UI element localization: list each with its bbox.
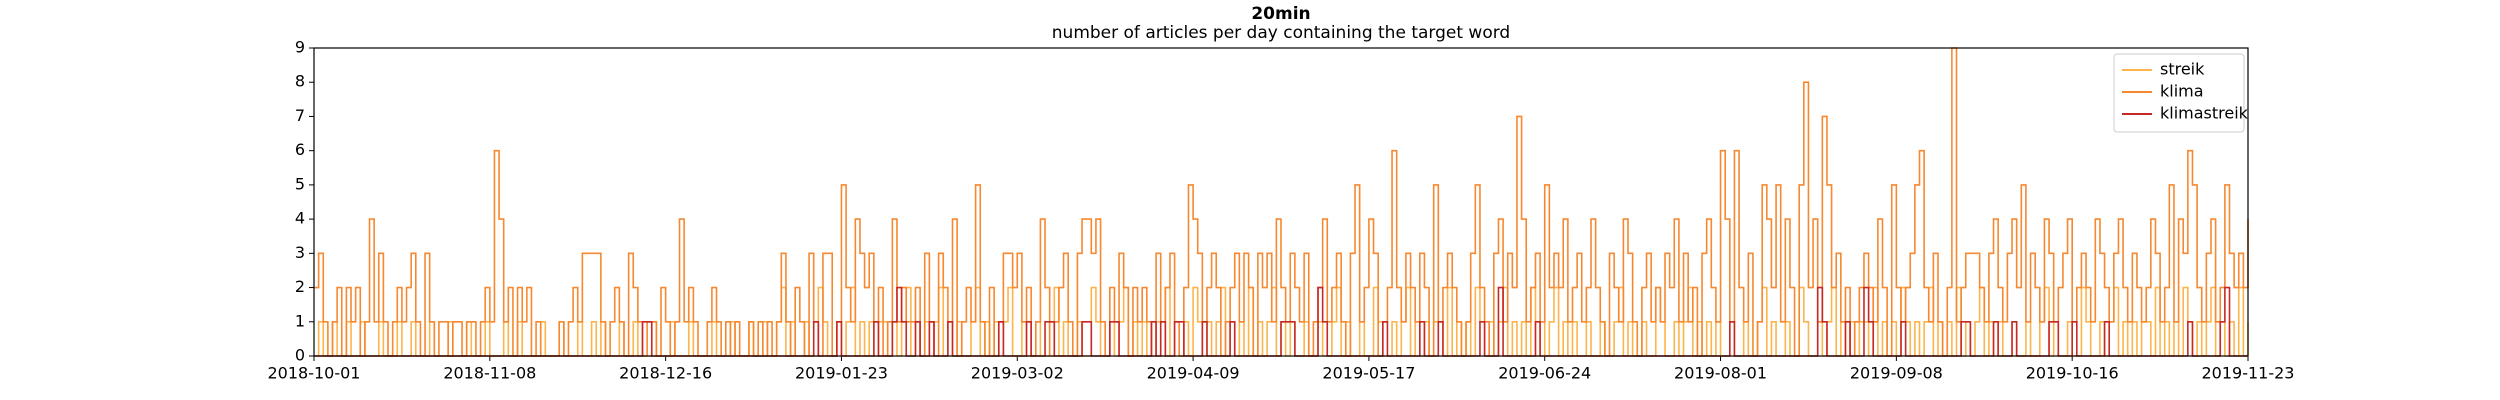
x-tick-label: 2019-04-09 [1147,364,1240,383]
y-tick-label: 1 [295,311,305,330]
x-tick-label: 2018-12-16 [619,364,712,383]
x-tick-label: 2019-03-02 [971,364,1064,383]
chart-title: 20min [1251,4,1310,24]
chart-subtitle: number of articles per day containing th… [1052,23,1510,43]
y-tick-label: 6 [295,140,305,159]
x-tick-label: 2019-05-17 [1322,364,1415,383]
y-tick-label: 0 [295,346,305,365]
legend-label: klima [2160,82,2204,101]
y-tick-label: 8 [295,72,305,91]
legend-box [2113,53,2245,133]
y-tick-label: 7 [295,106,305,125]
x-tick-label: 2018-11-08 [443,364,536,383]
x-tick-label: 2018-10-01 [268,364,361,383]
y-tick-label: 5 [295,174,305,193]
legend-label: streik [2160,60,2205,79]
plot-frame [313,47,2249,357]
legend-label: klimastreik [2160,104,2249,123]
y-tick-label: 9 [295,38,305,57]
x-tick-label: 2019-08-01 [1674,364,1767,383]
x-tick-label: 2019-11-23 [2202,364,2295,383]
step-line [314,47,2249,357]
x-tick-label: 2019-01-23 [795,364,888,383]
y-tick-label: 4 [295,209,305,228]
x-tick-label: 2019-10-16 [2026,364,2119,383]
y-tick-label: 3 [295,243,305,262]
y-tick-label: 2 [295,277,305,296]
x-tick-label: 2019-09-08 [1850,364,1943,383]
x-tick-label: 2019-06-24 [1498,364,1591,383]
